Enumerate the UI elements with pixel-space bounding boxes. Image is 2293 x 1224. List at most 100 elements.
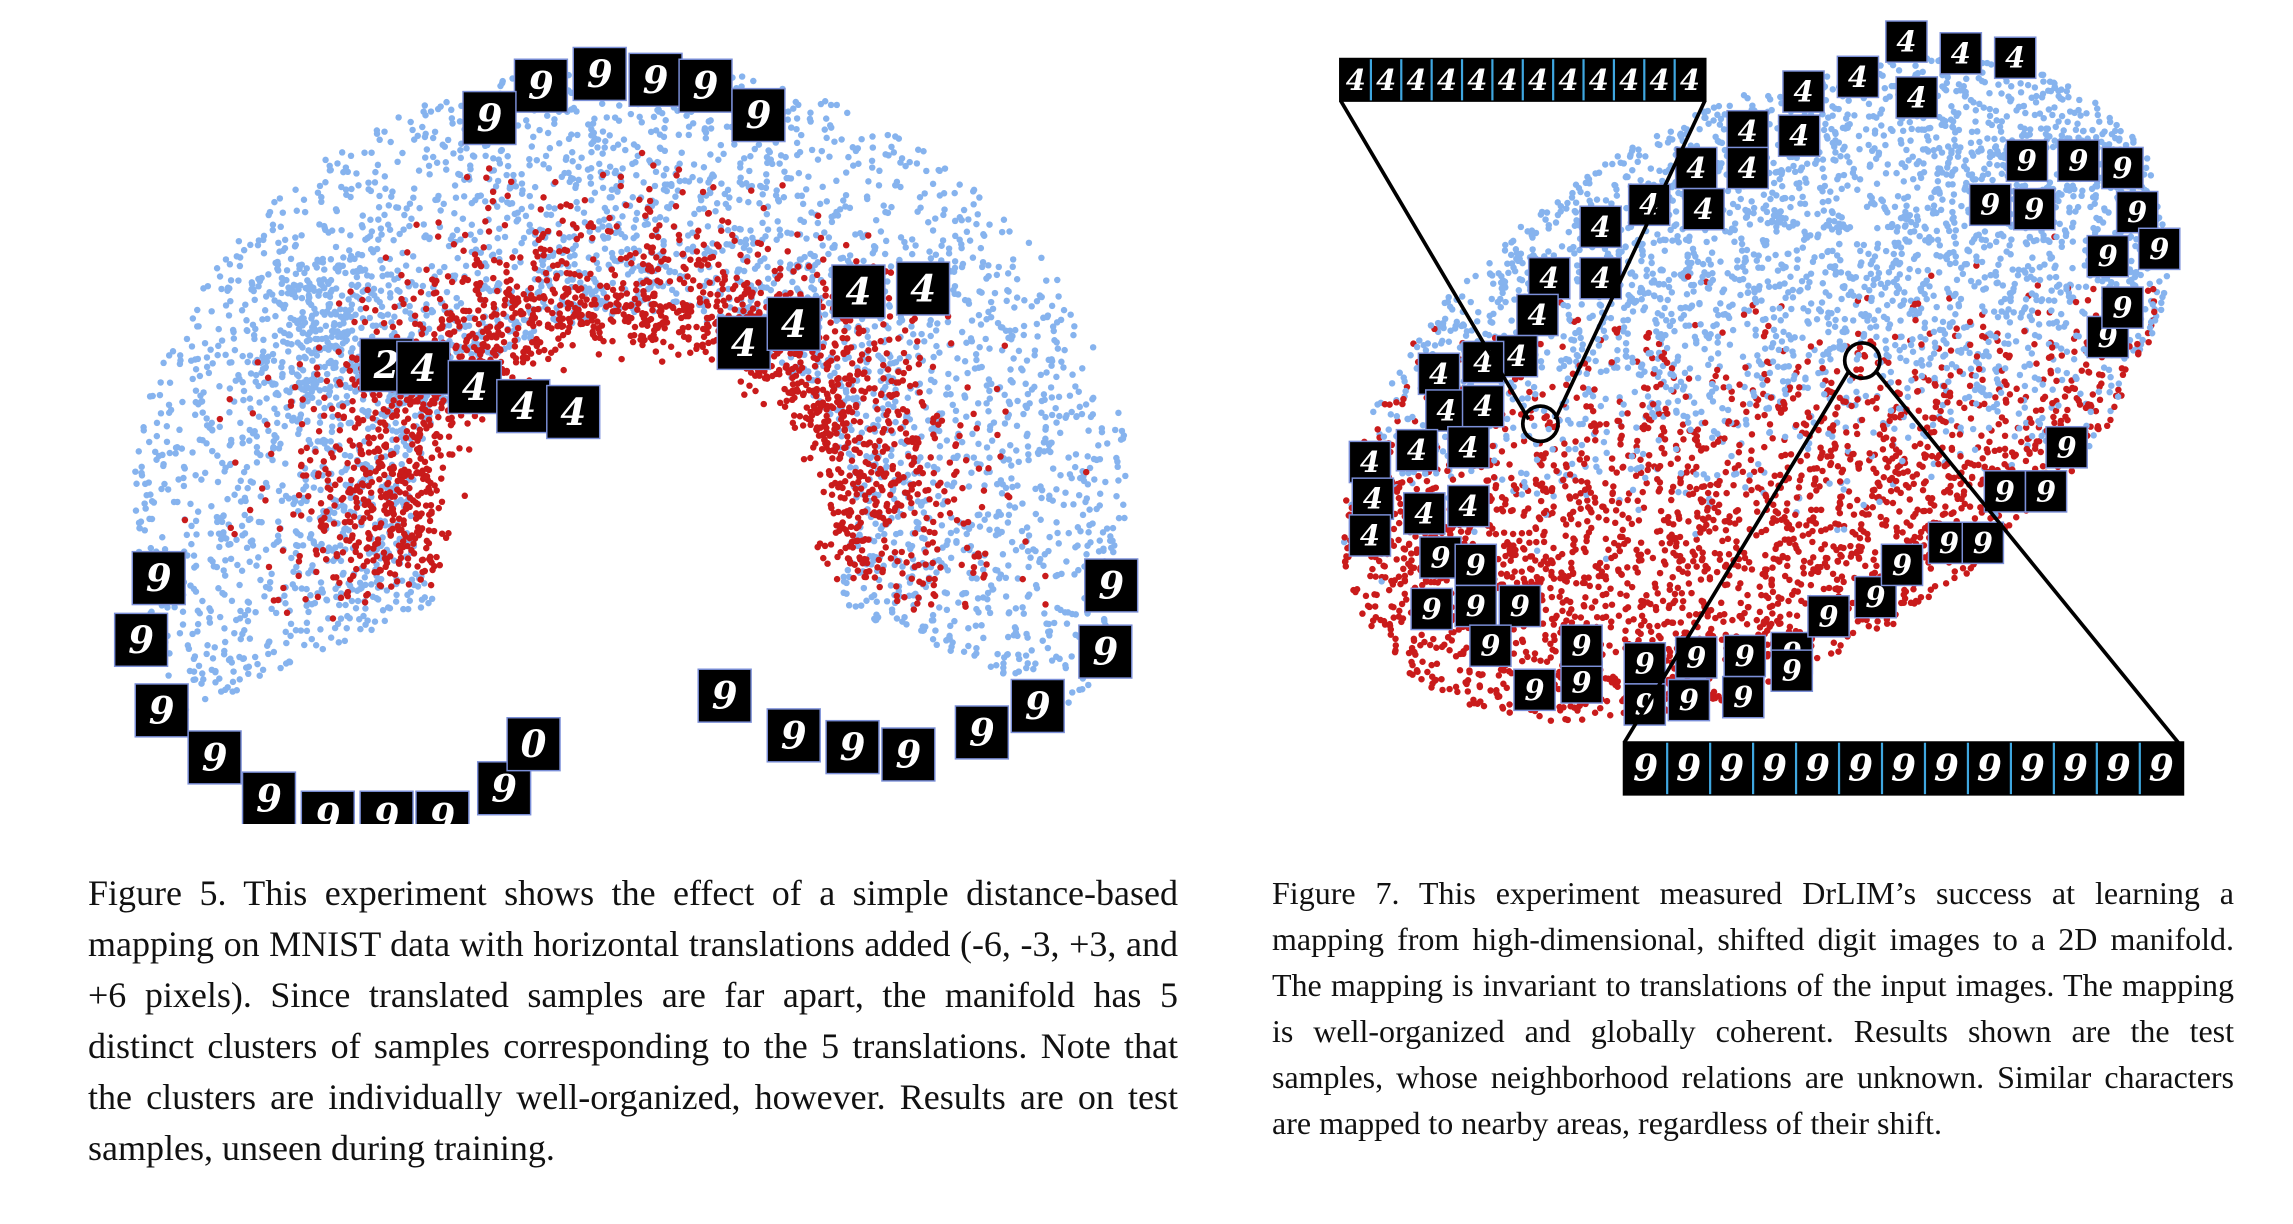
sample-point [656, 303, 664, 310]
sample-point [827, 372, 834, 380]
sample-point [246, 635, 254, 642]
sample-point [997, 511, 1005, 518]
sample-point [1100, 545, 1107, 552]
sample-point [1085, 681, 1092, 689]
sample-point [262, 546, 270, 553]
sample-point [301, 208, 309, 216]
sample-point [683, 112, 690, 119]
sample-point [993, 662, 1000, 669]
sample-point [189, 449, 196, 456]
sample-point [845, 602, 853, 609]
sample-point [443, 288, 451, 296]
sample-point [719, 247, 726, 254]
sample-point [237, 419, 244, 427]
sample-point [235, 277, 242, 284]
sample-point [814, 156, 822, 163]
sample-point [984, 511, 992, 518]
sample-point [277, 440, 284, 448]
sample-point [235, 371, 242, 379]
sample-point [389, 323, 397, 331]
sample-point [941, 589, 949, 596]
sample-point [1037, 371, 1045, 379]
sample-point [239, 630, 246, 638]
sample-point [310, 484, 318, 491]
sample-point [157, 410, 165, 417]
sample-point [458, 353, 465, 360]
sample-point [746, 382, 753, 389]
sample-point [381, 471, 388, 479]
sample-point [185, 645, 193, 653]
sample-point [269, 221, 277, 228]
sample-point [919, 498, 926, 506]
sample-point [1050, 327, 1057, 335]
sample-point [292, 627, 300, 634]
sample-point [504, 214, 511, 222]
sample-point [410, 185, 418, 192]
sample-point [613, 223, 620, 230]
sample-point [228, 597, 236, 605]
sample-point [393, 204, 400, 211]
sample-point [209, 655, 217, 662]
sample-point [419, 123, 426, 131]
sample-point [986, 609, 994, 617]
sample-point [292, 241, 299, 249]
sample-point [757, 289, 765, 297]
sample-point [295, 572, 302, 580]
sample-point [503, 278, 511, 285]
sample-point [159, 451, 166, 459]
sample-point [859, 233, 867, 241]
sample-point [506, 200, 513, 208]
sample-point [511, 301, 519, 309]
sample-point [384, 221, 392, 228]
sample-point [630, 224, 638, 231]
sample-point [342, 338, 349, 345]
sample-point [991, 289, 999, 297]
sample-point [1121, 514, 1128, 522]
sample-point [545, 355, 552, 363]
sample-point [195, 662, 203, 670]
sample-point [153, 456, 160, 464]
sample-point [994, 526, 1001, 534]
sample-point [222, 351, 229, 359]
sample-point [652, 127, 660, 134]
sample-point [402, 308, 409, 315]
sample-point [1057, 606, 1064, 614]
sample-point [498, 146, 506, 154]
sample-point [448, 106, 455, 114]
sample-point [700, 164, 708, 171]
sample-point [660, 172, 668, 179]
sample-point [821, 126, 828, 133]
sample-point [359, 212, 366, 219]
sample-point [652, 216, 659, 223]
sample-point [1075, 491, 1083, 499]
sample-point [1028, 303, 1035, 310]
sample-point [466, 162, 474, 169]
sample-point [501, 221, 509, 229]
sample-point [341, 637, 349, 645]
sample-point [639, 260, 647, 268]
sample-point [763, 171, 770, 178]
sample-point [999, 551, 1007, 558]
sample-point [389, 427, 396, 434]
sample-point [844, 109, 851, 117]
sample-point [1054, 571, 1061, 579]
sample-point [294, 339, 302, 346]
sample-point [1013, 422, 1021, 430]
sample-point [205, 369, 213, 377]
sample-point [290, 500, 297, 508]
sample-point [353, 283, 360, 291]
sample-point [795, 169, 803, 177]
sample-point [1071, 463, 1079, 471]
sample-point [189, 315, 197, 322]
sample-point [837, 255, 845, 262]
sample-point [390, 511, 398, 518]
sample-point [255, 382, 262, 390]
sample-point [376, 476, 383, 483]
sample-point [356, 579, 364, 587]
sample-point [960, 520, 967, 527]
sample-point [381, 211, 388, 219]
sample-point [952, 441, 960, 448]
sample-point [206, 605, 213, 612]
sample-point [220, 529, 227, 536]
sample-point [318, 540, 325, 548]
